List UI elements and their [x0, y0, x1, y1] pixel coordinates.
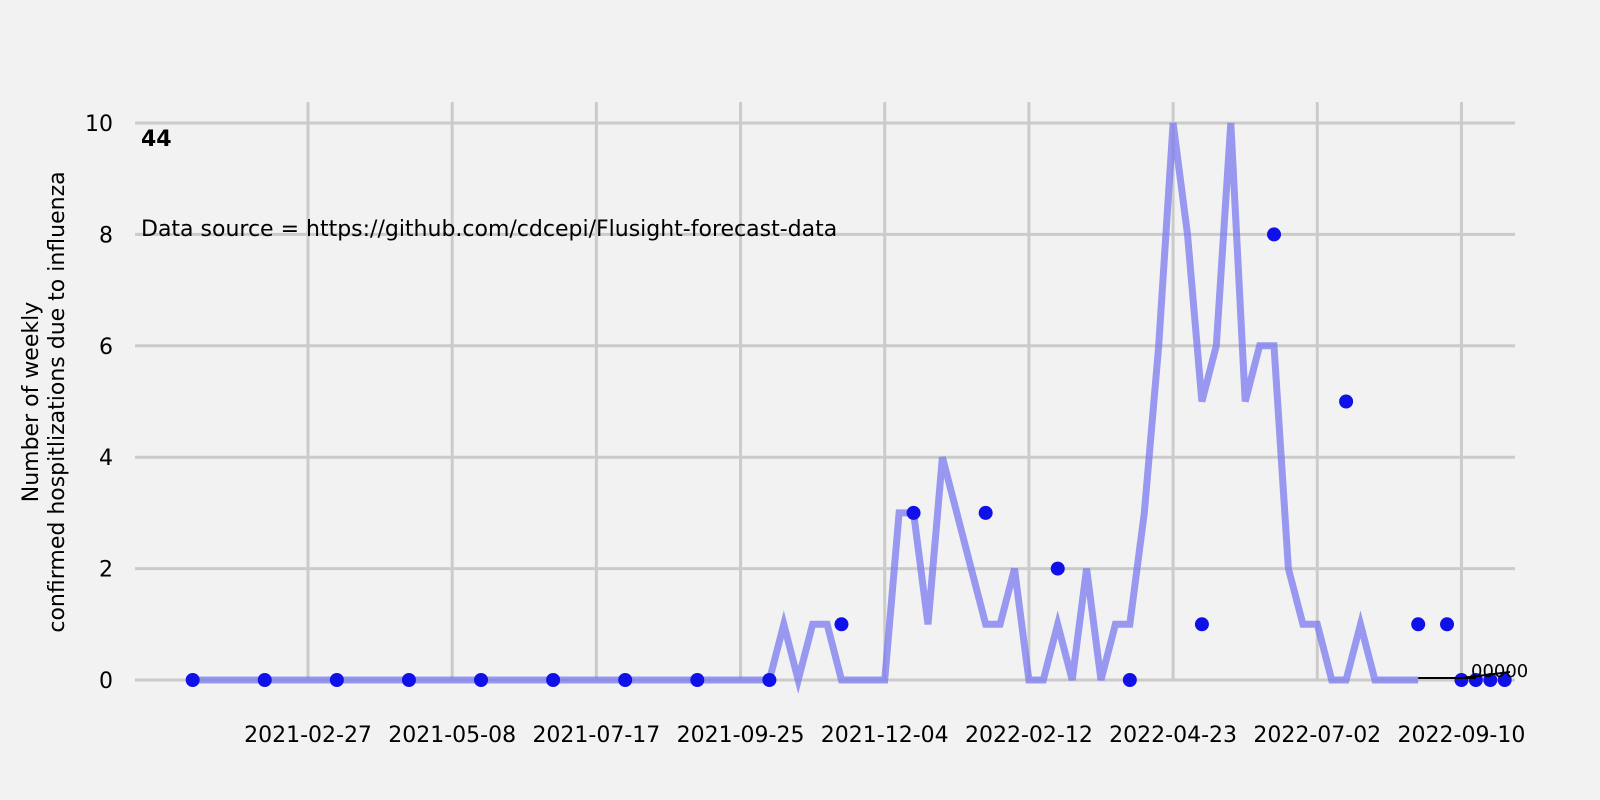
y-axis-ticks: 0 2 4 6 8 10: [85, 112, 113, 694]
data-point: [1483, 673, 1498, 687]
data-point: [1454, 673, 1469, 687]
forecast-layer: 00000: [1418, 661, 1528, 682]
data-point: [1339, 394, 1354, 409]
data-point: [978, 505, 993, 520]
markers-layer: [185, 227, 1512, 687]
y-axis-label-line1: Number of weekly: [19, 302, 44, 503]
y-tick-label: 6: [99, 335, 113, 360]
y-tick-label: 2: [99, 558, 113, 583]
data-point: [329, 673, 344, 687]
data-point: [1411, 617, 1426, 632]
data-point: [185, 673, 200, 687]
x-axis-ticks: 2021-02-27 2021-05-08 2021-07-17 2021-09-25…: [244, 723, 1525, 748]
data-point: [1497, 673, 1512, 687]
data-point: [690, 673, 705, 687]
series-layer: [192, 122, 1419, 694]
data-point: [401, 673, 416, 687]
y-tick-label: 8: [99, 223, 113, 248]
x-tick-label: 2022-09-10: [1398, 723, 1526, 748]
data-point: [834, 617, 849, 632]
y-axis-label-line2: confirmed hospitlizations due to influen…: [45, 171, 70, 632]
data-point: [1122, 673, 1137, 687]
forecast-tail: [1461, 671, 1511, 679]
x-tick-label: 2021-05-08: [388, 723, 516, 748]
data-point: [1440, 617, 1455, 632]
data-point: [546, 673, 561, 687]
y-tick-label: 10: [85, 112, 113, 137]
x-tick-label: 2021-07-17: [532, 723, 660, 748]
panel-label: 44: [141, 127, 172, 152]
data-point: [257, 673, 272, 687]
y-tick-label: 0: [99, 669, 113, 694]
x-tick-label: 2021-12-04: [821, 723, 949, 748]
grid: [135, 102, 1515, 682]
forecast-value-labels: 00000: [1471, 661, 1528, 682]
x-tick-label: 2022-02-12: [965, 723, 1093, 748]
x-tick-label: 2022-07-02: [1253, 723, 1381, 748]
data-point: [906, 505, 921, 520]
data-point: [1050, 561, 1065, 576]
y-tick-label: 4: [99, 446, 113, 471]
data-point: [1267, 227, 1282, 242]
data-point: [618, 673, 633, 687]
data-source-annotation: Data source = https://github.com/cdcepi/…: [141, 217, 837, 242]
x-tick-label: 2021-09-25: [677, 723, 805, 748]
data-point: [762, 673, 777, 687]
data-point: [1194, 617, 1209, 632]
x-tick-label: 2021-02-27: [244, 723, 372, 748]
x-tick-label: 2022-04-23: [1109, 723, 1237, 748]
y-axis-label-group: Number of weekly confirmed hospitlizatio…: [19, 171, 70, 632]
series-line: [192, 122, 1419, 694]
data-point: [474, 673, 489, 687]
